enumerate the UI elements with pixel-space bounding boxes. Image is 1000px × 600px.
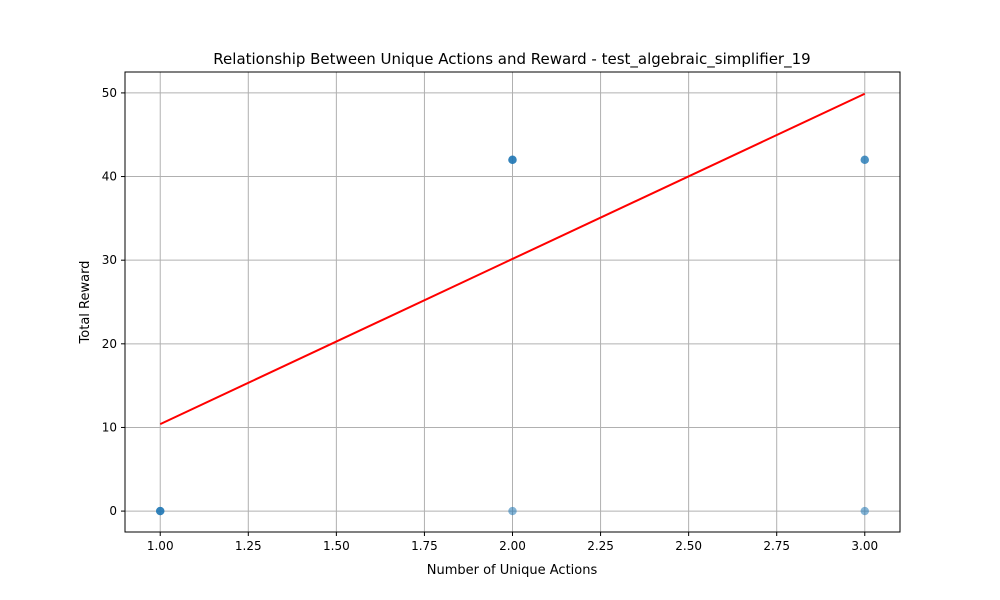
- y-tick-label: 20: [102, 337, 117, 351]
- x-tick-label: 1.75: [411, 539, 438, 553]
- trendline: [159, 92, 866, 426]
- y-tick-label: 30: [102, 253, 117, 267]
- trendline-layer: [159, 92, 866, 426]
- data-point: [860, 506, 869, 516]
- x-tick-label: 1.00: [147, 539, 174, 553]
- data-point: [156, 506, 165, 516]
- x-tick-label: 2.50: [675, 539, 702, 553]
- data-point: [508, 155, 517, 165]
- x-tick-label: 2.00: [499, 539, 526, 553]
- y-tick-label: 50: [102, 86, 117, 100]
- chart-title: Relationship Between Unique Actions and …: [213, 50, 810, 69]
- x-axis-label: Number of Unique Actions: [427, 563, 598, 578]
- x-tick-label: 3.00: [851, 539, 878, 553]
- y-tick-label: 10: [102, 420, 117, 434]
- data-point: [860, 155, 869, 165]
- grid: [125, 72, 900, 532]
- x-tick-label: 2.25: [587, 539, 614, 553]
- data-point: [508, 506, 517, 516]
- x-tick-label: 1.25: [235, 539, 262, 553]
- x-tick-label: 1.50: [323, 539, 350, 553]
- y-tick-label: 40: [102, 170, 117, 184]
- y-tick-label: 0: [109, 504, 117, 518]
- axis-ticks: 1.00 1.25 1.50 1.75 2.00 2.25 2.50 2.75 3.00 0 10 2…: [102, 86, 878, 553]
- data-points: [156, 155, 869, 516]
- y-axis-label: Total Reward: [78, 261, 93, 345]
- x-tick-label: 2.75: [763, 539, 790, 553]
